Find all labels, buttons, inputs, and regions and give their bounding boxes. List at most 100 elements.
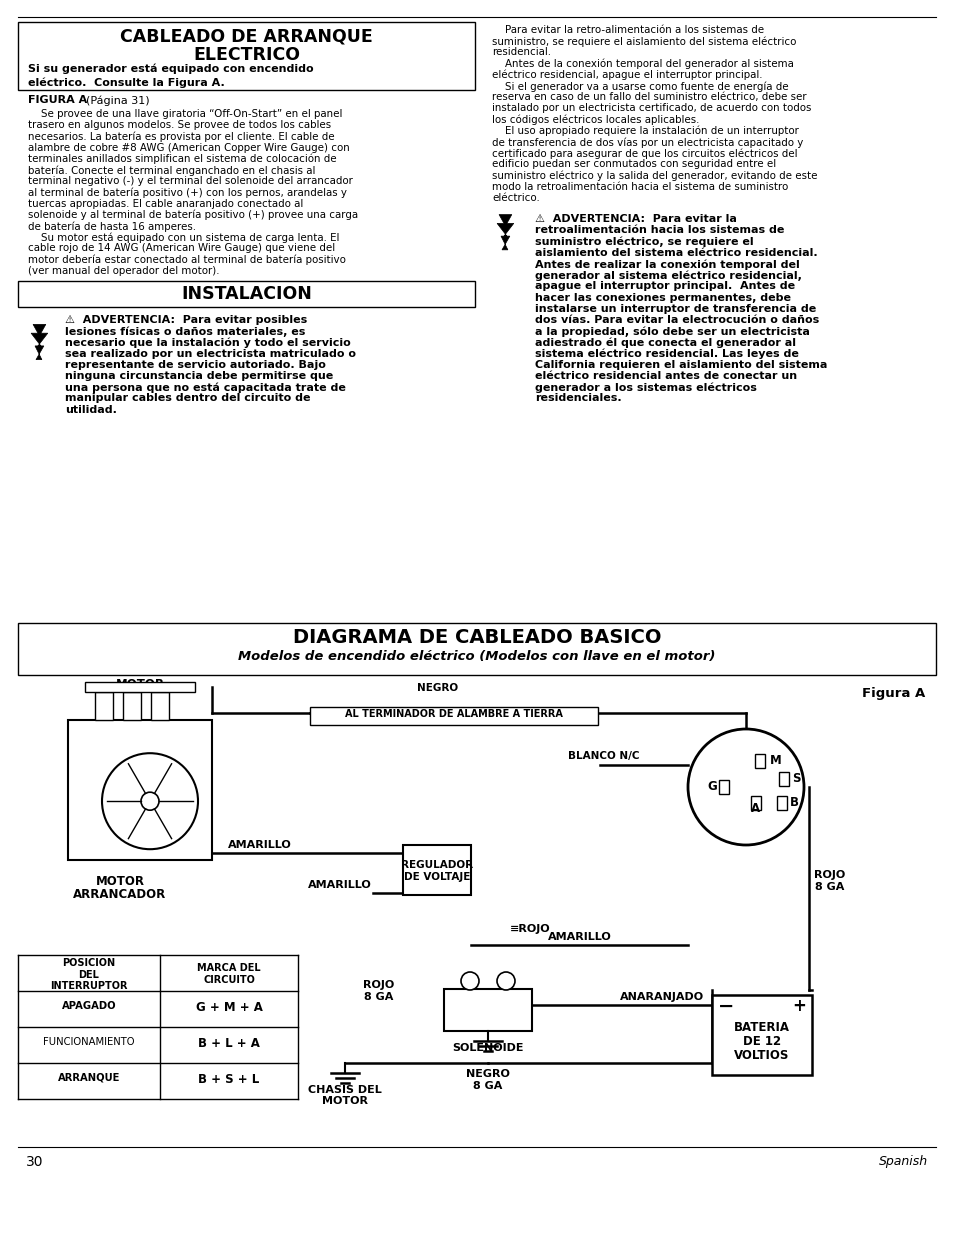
Text: motor debería estar conectado al terminal de batería positivo: motor debería estar conectado al termina… [28, 254, 346, 266]
Text: B + S + L: B + S + L [198, 1073, 259, 1086]
Text: Antes de realizar la conexión temporal del: Antes de realizar la conexión temporal d… [535, 259, 799, 269]
Text: manipular cables dentro del circuito de: manipular cables dentro del circuito de [65, 394, 310, 404]
Text: modo la retroalimentación hacia el sistema de suministro: modo la retroalimentación hacia el siste… [492, 182, 787, 191]
Text: INSTALACION: INSTALACION [181, 285, 312, 303]
Text: ⚠  ADVERTENCIA:  Para evitar posibles: ⚠ ADVERTENCIA: Para evitar posibles [65, 315, 307, 325]
Text: APAGADO: APAGADO [62, 1002, 116, 1011]
Text: ROJO
8 GA: ROJO 8 GA [813, 871, 844, 892]
Text: POSICION
DEL
INTERRUPTOR: POSICION DEL INTERRUPTOR [51, 958, 128, 992]
Text: B: B [789, 797, 798, 809]
Text: FIGURA A: FIGURA A [28, 95, 87, 105]
Text: ≡ROJO: ≡ROJO [510, 924, 550, 934]
Text: DIAGRAMA DE CABLEADO BASICO: DIAGRAMA DE CABLEADO BASICO [293, 629, 660, 647]
Text: MOTOR: MOTOR [95, 876, 144, 888]
Text: BLANCO N/C: BLANCO N/C [568, 751, 639, 761]
Text: de batería de hasta 16 amperes.: de batería de hasta 16 amperes. [28, 221, 195, 231]
Text: alambre de cobre #8 AWG (American Copper Wire Gauge) con: alambre de cobre #8 AWG (American Copper… [28, 142, 350, 153]
Text: utilidad.: utilidad. [65, 405, 117, 415]
Text: (ver manual del operador del motor).: (ver manual del operador del motor). [28, 266, 219, 275]
Text: DE VOLTAJE: DE VOLTAJE [403, 872, 470, 882]
Text: trasero en algunos modelos. Se provee de todos los cables: trasero en algunos modelos. Se provee de… [28, 120, 331, 130]
Text: A: A [751, 803, 760, 815]
Text: Para evitar la retro-alimentación a los sistemas de: Para evitar la retro-alimentación a los … [492, 25, 763, 35]
Text: B + L + A: B + L + A [198, 1037, 259, 1050]
Text: cable rojo de 14 AWG (American Wire Gauge) que viene del: cable rojo de 14 AWG (American Wire Gaug… [28, 243, 335, 253]
Text: eléctrico.  Consulte la Figura A.: eléctrico. Consulte la Figura A. [28, 77, 225, 88]
Polygon shape [31, 325, 48, 359]
Bar [95, 692, 112, 720]
Circle shape [460, 972, 478, 990]
Text: batería. Conecte el terminal enganchado en el chasis al: batería. Conecte el terminal enganchado … [28, 165, 315, 175]
Text: necesarios. La batería es provista por el cliente. El cable de: necesarios. La batería es provista por e… [28, 131, 335, 142]
Bar [310, 706, 598, 725]
Text: (Página 31): (Página 31) [86, 95, 150, 105]
Text: sea realizado por un electricista matriculado o: sea realizado por un electricista matric… [65, 348, 355, 358]
Text: edificio puedan ser conmutados con seguridad entre el: edificio puedan ser conmutados con segur… [492, 159, 776, 169]
Text: SOLENOIDE: SOLENOIDE [452, 1044, 523, 1053]
Text: lesiones físicas o daños materiales, es: lesiones físicas o daños materiales, es [65, 326, 305, 337]
Text: instalado por un electricista certificado, de acuerdo con todos: instalado por un electricista certificad… [492, 104, 810, 114]
Bar [754, 755, 764, 768]
Text: Su motor está equipado con un sistema de carga lenta. El: Su motor está equipado con un sistema de… [28, 232, 339, 243]
Text: eléctrico residencial, apague el interruptor principal.: eléctrico residencial, apague el interru… [492, 70, 761, 80]
Bar [18, 22, 475, 90]
Text: G: G [706, 781, 716, 794]
Text: NEGRO: NEGRO [417, 683, 458, 693]
Text: AMARILLO: AMARILLO [547, 932, 611, 942]
Text: terminal negativo (-) y el terminal del solenoide del arrancador: terminal negativo (-) y el terminal del … [28, 177, 353, 186]
Circle shape [497, 972, 515, 990]
Bar [151, 692, 169, 720]
Bar [123, 692, 141, 720]
Text: hacer las conexiones permanentes, debe: hacer las conexiones permanentes, debe [535, 293, 790, 303]
Text: suministro eléctrico, se requiere el: suministro eléctrico, se requiere el [535, 237, 753, 247]
Bar [750, 797, 760, 810]
Bar [68, 720, 212, 860]
Polygon shape [497, 215, 514, 249]
Text: CHASIS DEL: CHASIS DEL [308, 1086, 381, 1095]
Text: al terminal de batería positivo (+) con los pernos, arandelas y: al terminal de batería positivo (+) con … [28, 188, 347, 198]
Bar [443, 989, 532, 1031]
Text: −: − [718, 997, 734, 1016]
Text: sistema eléctrico residencial. Las leyes de: sistema eléctrico residencial. Las leyes… [535, 348, 798, 359]
Text: +: + [791, 997, 805, 1015]
Text: M: M [769, 755, 781, 767]
Bar [719, 781, 728, 794]
Text: representante de servicio autoriado. Bajo: representante de servicio autoriado. Baj… [65, 359, 326, 369]
Text: reserva en caso de un fallo del suministro eléctrico, debe ser: reserva en caso de un fallo del suminist… [492, 93, 806, 103]
Text: Si el generador va a usarse como fuente de energía de: Si el generador va a usarse como fuente … [492, 82, 788, 91]
Text: AMARILLO: AMARILLO [308, 881, 372, 890]
Text: Modelos de encendido eléctrico (Modelos con llave en el motor): Modelos de encendido eléctrico (Modelos … [238, 650, 715, 663]
Circle shape [141, 792, 159, 810]
Text: tuercas apropiadas. El cable anaranjado conectado al: tuercas apropiadas. El cable anaranjado … [28, 199, 303, 209]
Text: apague el interruptor principal.  Antes de: apague el interruptor principal. Antes d… [535, 282, 794, 291]
Text: suministro eléctrico y la salida del generador, evitando de este: suministro eléctrico y la salida del gen… [492, 170, 817, 182]
Text: AMARILLO: AMARILLO [228, 840, 292, 850]
Text: aislamiento del sistema eléctrico residencial.: aislamiento del sistema eléctrico reside… [535, 248, 817, 258]
Text: MOTOR: MOTOR [322, 1095, 368, 1107]
Circle shape [102, 753, 198, 850]
Bar [18, 282, 475, 308]
Text: MARCA DEL
CIRCUITO: MARCA DEL CIRCUITO [197, 963, 260, 984]
Text: Figura A: Figura A [862, 687, 924, 700]
Text: VOLTIOS: VOLTIOS [734, 1049, 789, 1062]
Text: residenciales.: residenciales. [535, 394, 621, 404]
Text: California requieren el aislamiento del sistema: California requieren el aislamiento del … [535, 359, 826, 369]
Text: Se provee de una llave giratoria “Off-On-Start” en el panel: Se provee de una llave giratoria “Off-On… [28, 109, 342, 119]
Text: ANARANJADO: ANARANJADO [619, 992, 703, 1002]
Text: 30: 30 [26, 1155, 44, 1170]
Text: NEGRO
8 GA: NEGRO 8 GA [466, 1070, 510, 1091]
Text: ELECTRICO: ELECTRICO [193, 46, 299, 64]
Text: BATERIA: BATERIA [733, 1021, 789, 1034]
Text: ⚠  ADVERTENCIA:  Para evitar la: ⚠ ADVERTENCIA: Para evitar la [535, 214, 736, 225]
Text: DE 12: DE 12 [742, 1035, 781, 1049]
Bar [711, 995, 811, 1074]
Text: FUNCIONAMIENTO: FUNCIONAMIENTO [43, 1037, 134, 1047]
Bar [776, 797, 786, 810]
Text: Si su generador está equipado con encendido: Si su generador está equipado con encend… [28, 64, 314, 74]
Text: a la propiedad, sólo debe ser un electricista: a la propiedad, sólo debe ser un electri… [535, 326, 809, 337]
Text: instalarse un interruptor de transferencia de: instalarse un interruptor de transferenc… [535, 304, 816, 314]
Text: ninguna circunstancia debe permitirse que: ninguna circunstancia debe permitirse qu… [65, 370, 333, 382]
Text: El uso apropiado requiere la instalación de un interruptor: El uso apropiado requiere la instalación… [492, 126, 798, 136]
Text: terminales anillados simplifican el sistema de colocación de: terminales anillados simplifican el sist… [28, 154, 336, 164]
Text: necesario que la instalación y todo el servicio: necesario que la instalación y todo el s… [65, 337, 351, 348]
